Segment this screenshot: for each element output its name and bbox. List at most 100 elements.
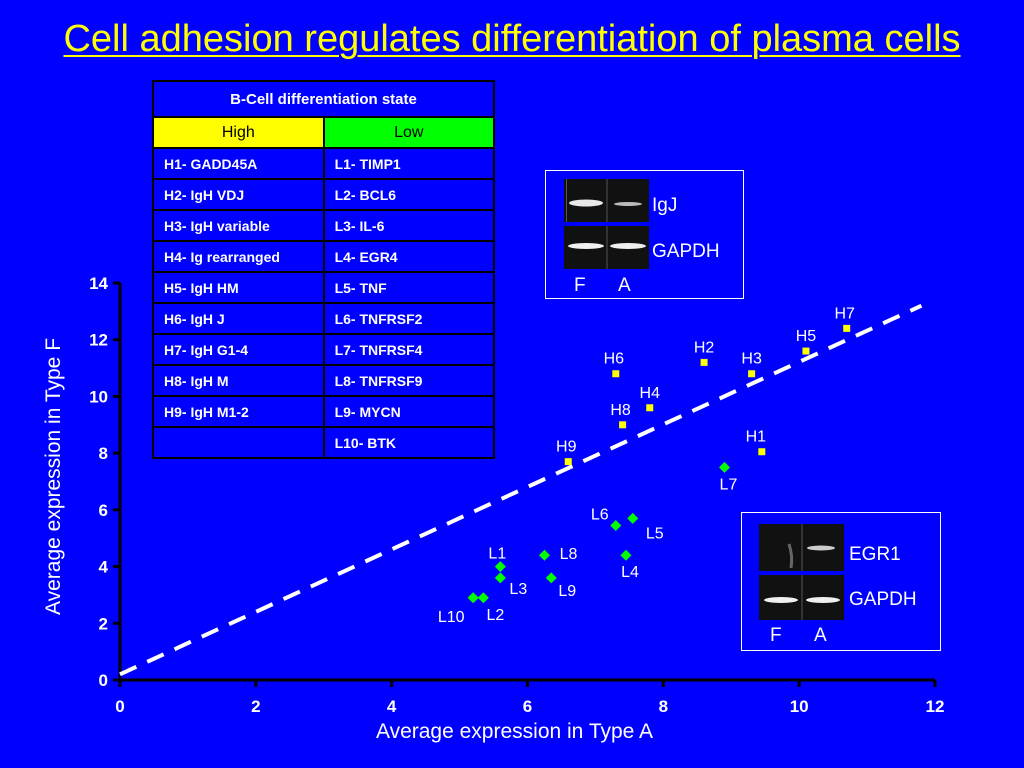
data-point-l2: [477, 592, 489, 604]
data-point-h8: [619, 421, 627, 429]
y-tick-label: 8: [99, 444, 108, 463]
cell-high: H3- IgH variable: [152, 209, 325, 242]
point-label-l4: L4: [621, 564, 639, 581]
point-label-h4: H4: [640, 385, 661, 402]
data-point-l1: [494, 561, 506, 573]
table-row: H7- IgH G1-4 L7- TNFRSF4: [152, 333, 496, 366]
gel-image-gapdh: [564, 226, 649, 269]
table-row: H5- IgH HM L5- TNF: [152, 271, 496, 304]
point-label-l3: L3: [509, 581, 527, 598]
point-label-h2: H2: [694, 339, 715, 356]
data-point-h1: [758, 448, 766, 456]
point-label-l9: L9: [558, 583, 576, 600]
cell-high: H7- IgH G1-4: [152, 333, 325, 366]
data-point-h9: [564, 458, 572, 466]
data-point-h3: [748, 370, 756, 378]
table-row: H1- GADD45A L1- TIMP1: [152, 147, 496, 180]
data-point-l8: [538, 549, 550, 561]
y-tick-label: 14: [89, 274, 108, 293]
table-row: H3- IgH variable L3- IL-6: [152, 209, 496, 242]
gel-control-label: GAPDH: [849, 589, 917, 610]
gel-gene-label: IgJ: [652, 195, 678, 216]
point-label-h1: H1: [746, 429, 767, 446]
data-point-l10: [467, 592, 479, 604]
point-label-l8: L8: [560, 546, 578, 563]
lane-label-f: F: [574, 275, 586, 296]
cell-low: L4- EGR4: [322, 240, 496, 273]
cell-low: L1- TIMP1: [322, 147, 496, 180]
point-label-h3: H3: [741, 351, 762, 368]
slide-title: Cell adhesion regulates differentiation …: [63, 18, 961, 60]
point-label-l5: L5: [646, 525, 664, 542]
cell-low: L2- BCL6: [322, 178, 496, 211]
column-low: Low: [322, 116, 496, 149]
y-axis-label: Average expression in Type F: [42, 338, 65, 615]
y-tick-label: 10: [89, 387, 108, 406]
x-axis-label: Average expression in Type A: [376, 720, 653, 743]
cell-high: [152, 426, 325, 459]
lane-label-f: F: [770, 625, 782, 646]
data-point-l5: [627, 512, 639, 524]
cell-low: L6- TNFRSF2: [322, 302, 496, 335]
data-point-l4: [620, 549, 632, 561]
table-row: L10- BTK: [152, 426, 496, 459]
point-label-h6: H6: [604, 351, 625, 368]
differentiation-table: B-Cell differentiation state High Low H1…: [152, 80, 496, 459]
gel-control-label: GAPDH: [652, 241, 720, 262]
gel-image-igj: [564, 179, 649, 222]
reference-line: [119, 303, 923, 677]
table-row: H8- IgH M L8- TNFRSF9: [152, 364, 496, 397]
column-high: High: [152, 116, 325, 149]
point-label-l7: L7: [720, 476, 738, 493]
cell-low: L5- TNF: [322, 271, 496, 304]
point-label-h7: H7: [834, 305, 855, 322]
x-tick-label: 6: [523, 697, 532, 716]
gel-panel-igj: IgJ GAPDH F A: [545, 170, 744, 299]
table-header: B-Cell differentiation state: [152, 80, 495, 118]
gel-panel-egr1: EGR1 GAPDH F A: [741, 512, 941, 651]
data-point-h7: [843, 324, 851, 332]
cell-high: H9- IgH M1-2: [152, 395, 325, 428]
data-point-l3: [494, 572, 506, 584]
table-row: H6- IgH J L6- TNFRSF2: [152, 302, 496, 335]
data-point-h2: [700, 358, 708, 366]
data-point-h6: [612, 370, 620, 378]
cell-high: H5- IgH HM: [152, 271, 325, 304]
cell-low: L9- MYCN: [322, 395, 496, 428]
y-tick-label: 6: [99, 501, 108, 520]
data-point-l9: [545, 572, 557, 584]
point-label-l2: L2: [486, 607, 504, 624]
y-tick-label: 4: [99, 558, 109, 577]
cell-low: L10- BTK: [322, 426, 496, 459]
point-label-h8: H8: [610, 402, 631, 419]
data-point-h5: [802, 347, 810, 355]
cell-high: H4- Ig rearranged: [152, 240, 325, 273]
table-row: H2- IgH VDJ L2- BCL6: [152, 178, 496, 211]
table-row: H9- IgH M1-2 L9- MYCN: [152, 395, 496, 428]
y-tick-label: 0: [99, 671, 108, 690]
x-tick-label: 0: [115, 697, 124, 716]
point-label-h9: H9: [556, 439, 577, 456]
cell-high: H8- IgH M: [152, 364, 325, 397]
data-point-h4: [646, 404, 654, 412]
point-label-l10: L10: [438, 609, 465, 626]
x-tick-label: 8: [659, 697, 668, 716]
x-tick-label: 10: [790, 697, 809, 716]
gel-image-egr1: [759, 524, 844, 571]
lane-label-a: A: [618, 275, 631, 296]
lane-label-a: A: [814, 625, 827, 646]
point-label-l6: L6: [591, 506, 609, 523]
x-tick-label: 4: [387, 697, 397, 716]
point-label-l1: L1: [488, 546, 506, 563]
gel-gene-label: EGR1: [849, 544, 901, 565]
table-row: H4- Ig rearranged L4- EGR4: [152, 240, 496, 273]
cell-high: H6- IgH J: [152, 302, 325, 335]
data-point-l6: [610, 519, 622, 531]
cell-high: H2- IgH VDJ: [152, 178, 325, 211]
cell-low: L3- IL-6: [322, 209, 496, 242]
x-tick-label: 12: [926, 697, 945, 716]
gel-image-gapdh: [759, 575, 844, 620]
cell-low: L8- TNFRSF9: [322, 364, 496, 397]
y-tick-label: 2: [99, 614, 108, 633]
